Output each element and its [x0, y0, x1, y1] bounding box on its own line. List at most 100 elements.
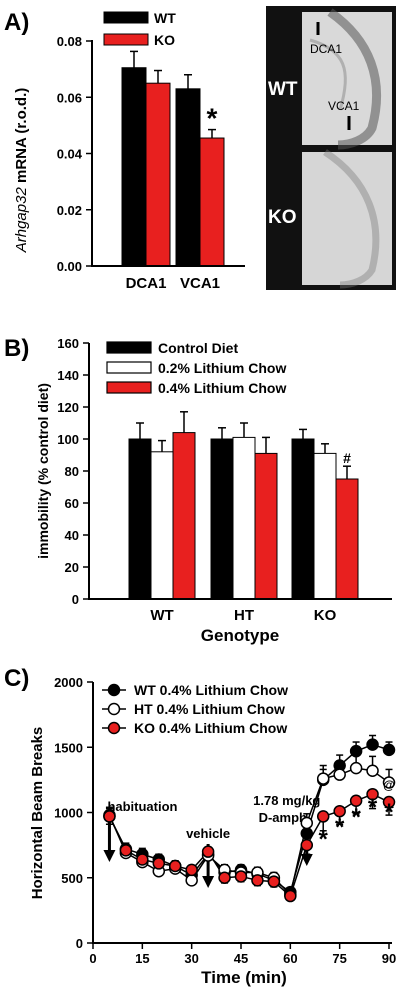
panel-a-bar: [145, 82, 171, 267]
panel-b-y-tick-label: 140: [57, 368, 79, 383]
autoradiograph-ko-section: [302, 152, 392, 285]
panel-b-bar: [210, 438, 234, 600]
panel-c-data-point: [333, 804, 346, 818]
panel-c-y-tick-label: 1000: [54, 806, 83, 821]
panel-b-y-tick-label: 80: [65, 464, 79, 479]
panel-b-y-tick-label: 160: [57, 336, 79, 351]
panel-a-ylabel-gene: Arhgap32: [13, 187, 30, 254]
panel-b-legend-label: 0.4% Lithium Chow: [158, 380, 286, 396]
autoradiograph-panel: DCA1 VCA1 WT KO: [266, 6, 396, 290]
panel-c-x-tick-label: 75: [332, 951, 346, 966]
panel-c-annotation: 1.78 mg/kg: [253, 793, 320, 808]
panel-c-legend-marker: [107, 702, 121, 716]
panel-c-annotation: habituation: [107, 799, 177, 814]
panel-c-series-line: [108, 767, 390, 897]
panel-b-y-tick-label: 60: [65, 496, 79, 511]
panel-b-legend-label: Control Diet: [158, 340, 238, 356]
panel-a-ylabel-rest: mRNA (r.o.d.): [13, 88, 30, 187]
panel-b-bar: [232, 436, 256, 600]
panel-c-data-point: [251, 874, 264, 887]
panel-b-significance-marker: #: [343, 450, 351, 466]
panel-c-x-tick-label: 90: [382, 951, 396, 966]
panel-a-ylabel: Arhgap32 mRNA (r.o.d.): [13, 88, 30, 254]
panel-c-data-point: [366, 764, 379, 777]
panel-a-legend-swatch: [103, 33, 149, 46]
panel-c-significance-marker: *: [319, 826, 329, 853]
panel-b-legend-swatch: [106, 361, 152, 374]
panel-c-data-point: [382, 795, 396, 809]
panel-c-data-point: [119, 844, 133, 857]
panel-c-data-point: [382, 776, 396, 789]
panel-a-legend-label: KO: [154, 32, 175, 48]
panel-c-data-point: [333, 768, 346, 781]
panel-c-legend-label: WT 0.4% Lithium Chow: [134, 682, 288, 698]
panel-b-x-tick-label: WT: [150, 607, 173, 624]
panel-c-data-point: [349, 761, 363, 775]
wt-inner-band: [309, 38, 347, 111]
panel-c-data-point: [300, 838, 314, 852]
panel-c-arrow-head: [103, 850, 116, 862]
panel-a-legend-swatch: [103, 11, 149, 24]
panel-c-x-tick-label: 60: [283, 951, 297, 966]
panel-b-ylabel: immobility (% control diet): [35, 383, 51, 559]
panel-c-significance-marker: *: [335, 814, 345, 841]
panel-c-legend-label: KO 0.4% Lithium Chow: [134, 720, 287, 736]
panel-c-data-point: [349, 744, 363, 758]
panel-c-data-point: [168, 859, 182, 873]
dca1-image-label: DCA1: [310, 42, 342, 56]
panel-a-y-tick-label: 0.06: [57, 90, 82, 105]
panel-a: A) Arhgap32 mRNA (r.o.d.) 0.00 0.02 0.04 0.…: [4, 6, 396, 292]
panel-c-ylabel: Horizontal Beam Breaks: [29, 727, 46, 900]
panel-b-legend-swatch: [106, 341, 152, 354]
panel-b-bar: [335, 478, 359, 600]
panel-c-label: C): [4, 665, 29, 692]
panel-c-data-point: [366, 787, 379, 801]
panel-c-data-point: [185, 874, 198, 887]
panel-b-x-tick-label: KO: [314, 607, 337, 624]
panel-a-significance-marker: *: [207, 103, 218, 134]
panel-a-x-tick-label: VCA1: [180, 275, 220, 292]
panel-c-y-tick-label: 1500: [54, 740, 83, 755]
panel-b-y-tick-label: 40: [65, 528, 79, 543]
panel-c-legend-label: HT 0.4% Lithium Chow: [134, 701, 285, 717]
panel-b-bar: [254, 452, 278, 600]
panel-b-bar: [128, 438, 152, 600]
panel-c-x-tick-label: 15: [135, 951, 149, 966]
panel-b-bar: [150, 451, 174, 600]
panel-b-y-tick-label: 100: [57, 432, 79, 447]
panel-a-bar: [199, 137, 225, 267]
panel-a-y-tick-label: 0.08: [57, 34, 82, 49]
panel-a-x-tick-label: DCA1: [126, 275, 167, 292]
vca1-image-label: VCA1: [328, 99, 360, 113]
panel-c-data-point: [316, 810, 330, 823]
panel-c-significance-marker: *: [368, 794, 378, 821]
panel-c-data-point: [382, 743, 396, 757]
panel-c-data-point: [300, 827, 314, 840]
panel-a-label: A): [4, 9, 29, 36]
panel-c-data-point: [234, 870, 248, 883]
panel-a-y-tick-label: 0.02: [57, 203, 82, 218]
panel-c-annotation: D-amph: [259, 810, 307, 825]
image-label-ko: KO: [268, 207, 297, 228]
panel-a-y-tick-label: 0.00: [57, 259, 82, 274]
panel-c-significance-marker: *: [384, 799, 394, 826]
panel-c-xlabel: Time (min): [201, 968, 287, 987]
panel-c-data-point: [152, 857, 166, 870]
panel-c-arrow-head: [202, 876, 215, 888]
panel-c-y-tick-label: 2000: [54, 675, 83, 690]
panel-c-data-point: [185, 863, 198, 877]
panel-b-bar: [291, 438, 315, 600]
panel-b-bar: [313, 452, 337, 600]
panel-b-bar: [172, 432, 196, 600]
panel-a-bar: [175, 88, 201, 267]
panel-c-legend-marker: [107, 721, 121, 735]
panel-c-y-tick-label: 500: [61, 871, 83, 886]
panel-c-data-point: [300, 816, 314, 830]
panel-b-legend-swatch: [106, 381, 152, 394]
image-label-wt: WT: [268, 79, 298, 100]
panel-b-y-tick-label: 120: [57, 400, 79, 415]
panel-b-x-tick-label: HT: [234, 607, 254, 624]
panel-c-data-point: [366, 738, 379, 751]
panel-c-y-tick-label: 0: [76, 936, 83, 951]
panel-c-annotation: vehicle: [186, 826, 230, 841]
